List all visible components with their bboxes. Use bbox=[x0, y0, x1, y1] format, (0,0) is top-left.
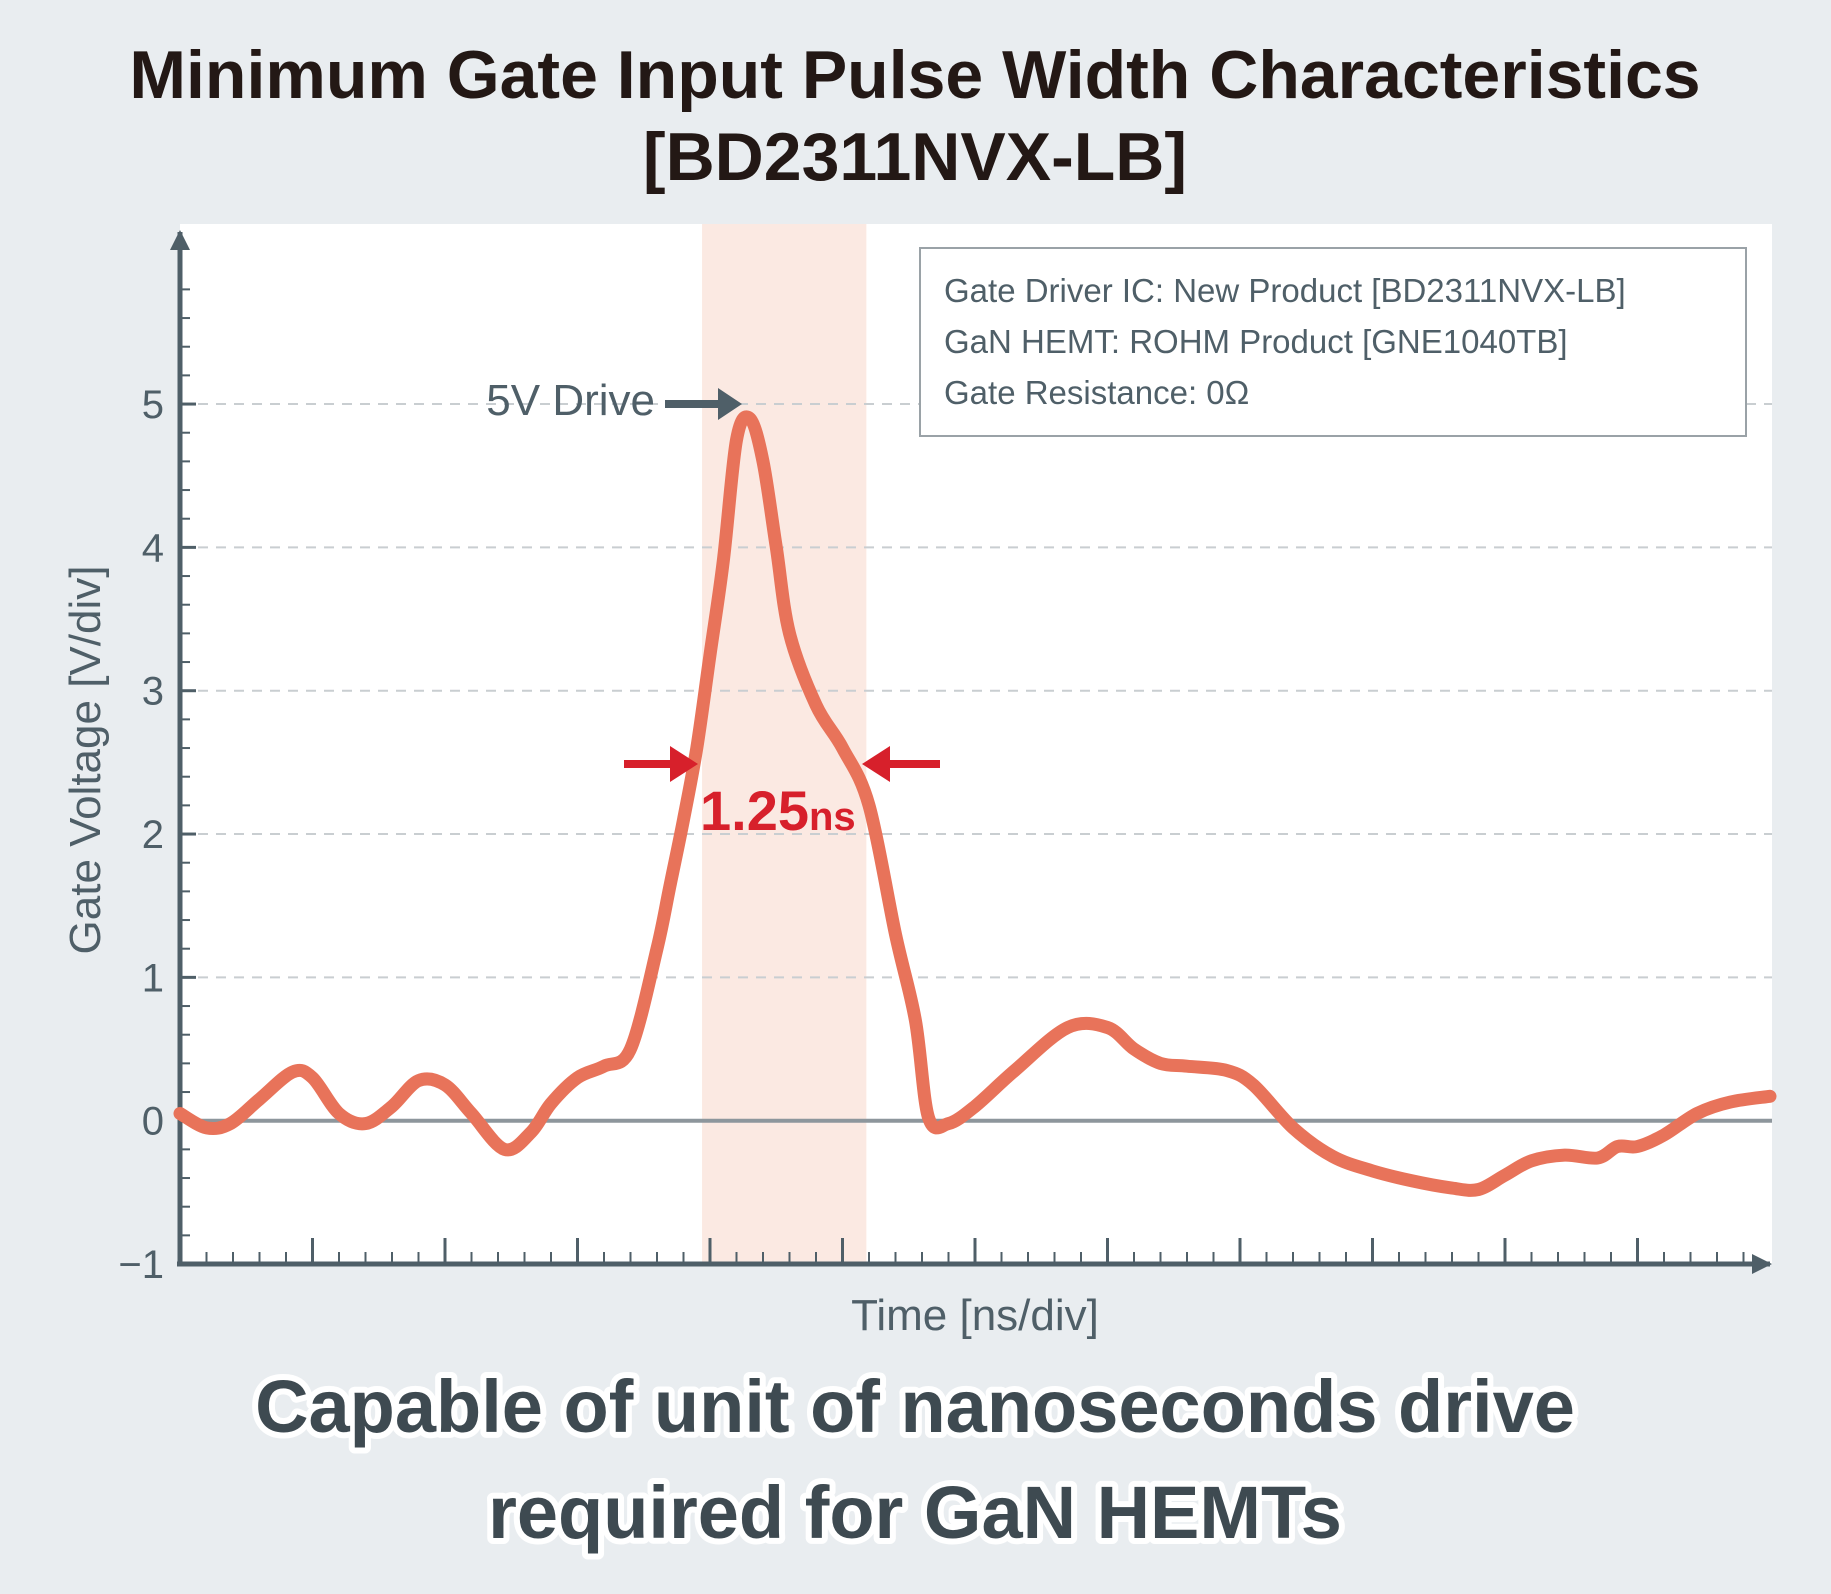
y-tick-label: 5 bbox=[142, 383, 164, 427]
caption-line1: Capable of unit of nanoseconds drive bbox=[255, 1365, 1575, 1448]
peak-label: 5V Drive bbox=[486, 376, 655, 425]
legend-line-resistance: Gate Resistance: 0Ω bbox=[944, 374, 1249, 411]
chart-title-line1: Minimum Gate Input Pulse Width Character… bbox=[129, 37, 1700, 113]
y-axis-label: Gate Voltage [V/div] bbox=[61, 566, 110, 955]
pulse-arrow-right-head bbox=[862, 746, 890, 782]
y-tick-label: 4 bbox=[142, 526, 164, 570]
gate-voltage-trace bbox=[173, 410, 1777, 1197]
legend-box bbox=[919, 247, 1747, 437]
pulse-arrow-left-head bbox=[670, 746, 698, 782]
y-tick-label: −1 bbox=[118, 1243, 164, 1287]
y-tick-label: 3 bbox=[142, 670, 164, 714]
legend-line-driver: Gate Driver IC: New Product [BD2311NVX-L… bbox=[944, 272, 1626, 309]
pulse-width-label: 1.25ns bbox=[700, 779, 856, 842]
pulse-width-unit: ns bbox=[809, 795, 856, 839]
legend: Gate Driver IC: New Product [BD2311NVX-L… bbox=[919, 247, 1747, 437]
chart-title-line2: [BD2311NVX-LB] bbox=[643, 119, 1187, 195]
legend-line-hemt: GaN HEMT: ROHM Product [GNE1040TB] bbox=[944, 323, 1568, 360]
peak-annotation: 5V Drive bbox=[486, 376, 742, 425]
pulse-width-annotation: 1.25ns bbox=[624, 746, 940, 842]
y-tick-labels: −1 0 1 2 3 4 5 bbox=[118, 383, 164, 1287]
y-tick-label: 0 bbox=[142, 1100, 164, 1144]
pulse-width-value: 1.25 bbox=[700, 779, 809, 842]
peak-arrow-head bbox=[718, 388, 742, 420]
y-tick-label: 2 bbox=[142, 813, 164, 857]
x-axis-label: Time [ns/div] bbox=[851, 1291, 1099, 1340]
y-tick-label: 1 bbox=[142, 956, 164, 1000]
caption-line2: required for GaN HEMTs bbox=[488, 1471, 1342, 1554]
